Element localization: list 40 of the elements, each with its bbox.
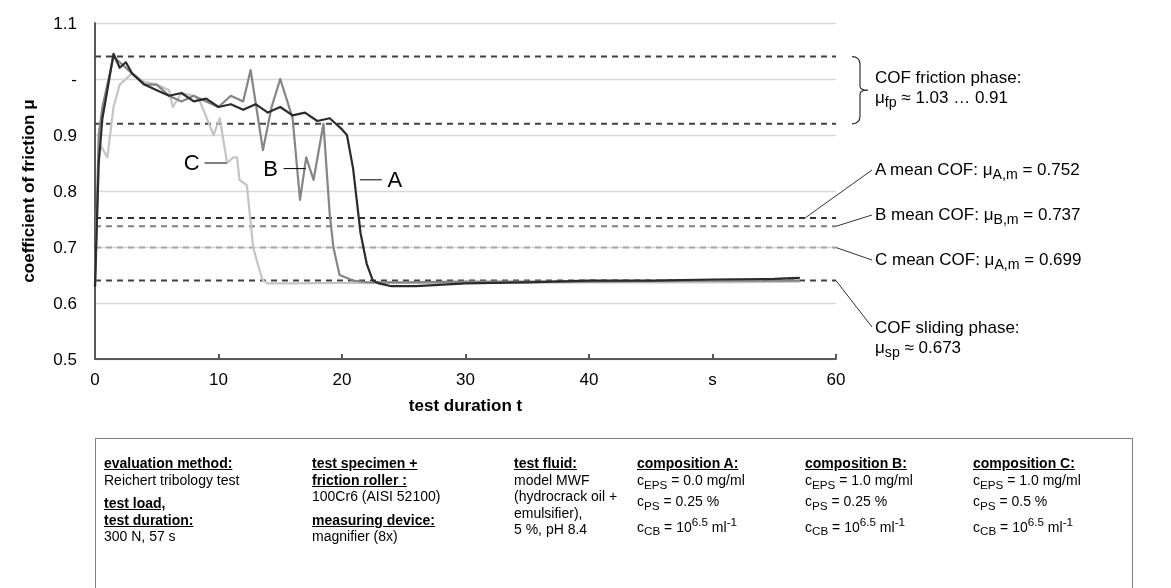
annotation: COF sliding phase: μ$_{sp}$ ≈ 0.673: [875, 318, 1020, 363]
y-axis-title: coefficient of friction μ: [19, 99, 38, 283]
annotation: A: [387, 166, 403, 193]
annotation: A mean COF: μ$_{A,m}$ = 0.752: [875, 160, 1080, 185]
annotation: B mean COF: μ$_{B,m}$ = 0.737: [875, 205, 1081, 230]
y-tick-label: 0.6: [53, 293, 77, 313]
x-tick-label: 60: [826, 370, 846, 389]
text: test load, test duration:: [104, 495, 195, 528]
text: composition B:: [805, 455, 908, 472]
text: composition A:: [637, 455, 740, 472]
x-tick-label: 20: [332, 370, 352, 389]
text: composition C:: [973, 455, 1076, 472]
text: Reichert tribology test: [104, 471, 240, 488]
x-tick-label: 40: [579, 370, 599, 389]
text: model MWF (hydrocrack oil + emulsifier), 5 %, pH 8.4: [514, 471, 618, 538]
x-axis-title: test duration t: [408, 396, 523, 415]
annotation: C mean COF: μ$_{A,m}$ = 0.699: [875, 250, 1082, 275]
text: magnifier (8x): [312, 528, 399, 545]
y-tick-label: -: [71, 69, 77, 89]
text: 100Cr6 (AISI 52100): [312, 488, 441, 505]
text: 300 N, 57 s: [104, 528, 177, 545]
x-tick-label: 0: [90, 370, 100, 389]
annotation: C: [183, 150, 200, 176]
text: c$_{EPS}$ = 1.0 mg/ml c$_{PS}$ = 0.25 % c$_{CB}$ = 10$^{6.5}$ ml$^{-1}$: [805, 471, 913, 538]
text: COF friction phase: μ$_{fp}$ ≈ 1.03 … 0.91: [875, 68, 1022, 113]
x-tick-label: s: [708, 370, 717, 389]
y-tick-label: 0.9: [53, 125, 77, 145]
y-tick-label: 0.7: [53, 237, 77, 257]
text: test fluid:: [514, 455, 578, 472]
x-tick-label: 10: [209, 370, 228, 389]
x-tick-label: 30: [456, 370, 475, 389]
y-tick-label: 1.1: [53, 13, 77, 33]
y-tick-label: 0.8: [53, 181, 77, 201]
y-tick-label: 0.5: [53, 349, 77, 369]
annotation: B: [263, 155, 278, 182]
text: evaluation method:: [104, 455, 234, 472]
text: measuring device:: [312, 511, 436, 528]
text: c$_{EPS}$ = 1.0 mg/ml c$_{PS}$ = 0.5 % c$_{CB}$ = 10$^{6.5}$ ml$^{-1}$: [973, 471, 1081, 538]
text: test specimen + friction roller :: [312, 455, 419, 488]
text: c$_{EPS}$ = 0.0 mg/ml c$_{PS}$ = 0.25 % c$_{CB}$ = 10$^{6.5}$ ml$^{-1}$: [637, 471, 745, 538]
